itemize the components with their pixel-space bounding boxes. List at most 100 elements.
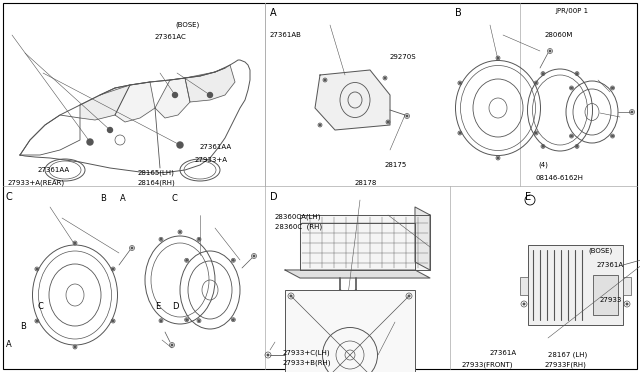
Circle shape [36, 268, 38, 270]
Circle shape [542, 145, 544, 147]
Circle shape [408, 295, 410, 297]
Circle shape [36, 320, 38, 322]
Circle shape [535, 82, 537, 84]
Text: (BOSE): (BOSE) [588, 247, 612, 253]
Circle shape [576, 73, 578, 74]
Circle shape [387, 121, 389, 123]
Bar [300, 223, 415, 270]
Text: 27361A: 27361A [490, 350, 517, 356]
Circle shape [497, 57, 499, 59]
Circle shape [87, 139, 93, 145]
Circle shape [319, 124, 321, 126]
Circle shape [207, 93, 212, 97]
Text: 27933+A(REAR): 27933+A(REAR) [8, 180, 65, 186]
Text: 27933+B(RH): 27933+B(RH) [283, 360, 332, 366]
Bar [593, 275, 618, 315]
Circle shape [160, 238, 162, 240]
Bar [520, 277, 528, 295]
Polygon shape [80, 85, 130, 120]
Text: E: E [525, 192, 531, 202]
Circle shape [612, 135, 613, 137]
Text: 28178: 28178 [355, 180, 378, 186]
Circle shape [576, 145, 578, 147]
Text: B: B [20, 322, 26, 331]
Circle shape [112, 268, 114, 270]
Text: 27933+A: 27933+A [195, 157, 228, 163]
Text: 28167 (LH): 28167 (LH) [548, 352, 588, 359]
Circle shape [74, 346, 76, 348]
Circle shape [459, 132, 461, 134]
Circle shape [198, 238, 200, 240]
Bar [528, 245, 623, 325]
Circle shape [497, 157, 499, 159]
Circle shape [571, 87, 572, 89]
Text: 27361AB: 27361AB [270, 32, 302, 38]
Text: (4): (4) [538, 162, 548, 169]
Text: 27361AA: 27361AA [38, 167, 70, 173]
Text: E: E [155, 302, 160, 311]
Text: D: D [172, 302, 179, 311]
Text: B: B [455, 8, 461, 18]
Text: 27933+C(LH): 27933+C(LH) [283, 350, 331, 356]
Text: 28360C  (RH): 28360C (RH) [275, 224, 322, 231]
Text: B: B [100, 194, 106, 203]
Text: A: A [270, 8, 276, 18]
Bar [285, 290, 415, 372]
Text: 27361AC: 27361AC [155, 34, 187, 40]
Polygon shape [415, 207, 430, 270]
Circle shape [74, 242, 76, 244]
Text: C: C [38, 302, 44, 311]
Circle shape [324, 79, 326, 81]
Text: (BOSE): (BOSE) [175, 22, 199, 29]
Polygon shape [185, 65, 235, 102]
Circle shape [549, 50, 551, 52]
Circle shape [253, 255, 255, 257]
Circle shape [173, 93, 177, 97]
Polygon shape [300, 215, 430, 270]
Circle shape [524, 303, 525, 305]
Circle shape [268, 354, 269, 356]
Text: 27361A: 27361A [597, 262, 624, 268]
Text: D: D [270, 192, 278, 202]
Circle shape [177, 142, 183, 148]
Circle shape [186, 260, 188, 261]
Circle shape [232, 260, 234, 261]
Circle shape [232, 319, 234, 321]
Circle shape [179, 231, 181, 233]
Circle shape [108, 128, 113, 132]
Circle shape [290, 295, 292, 297]
Text: 27933F(RH): 27933F(RH) [545, 362, 587, 369]
Circle shape [160, 320, 162, 321]
Text: JPR/00P 1: JPR/00P 1 [555, 8, 588, 14]
Circle shape [571, 135, 572, 137]
Polygon shape [315, 70, 390, 130]
Circle shape [131, 247, 133, 249]
Text: C: C [172, 194, 178, 203]
Text: 08146-6162H: 08146-6162H [535, 175, 583, 181]
Polygon shape [115, 82, 155, 122]
Circle shape [459, 82, 461, 84]
Circle shape [198, 320, 200, 321]
Circle shape [186, 319, 188, 321]
Text: 28360CA(LH): 28360CA(LH) [275, 214, 321, 221]
Circle shape [626, 303, 628, 305]
Text: 29270S: 29270S [390, 54, 417, 60]
Text: A: A [120, 194, 125, 203]
Text: 27933(FRONT): 27933(FRONT) [462, 362, 513, 369]
Text: C: C [6, 192, 13, 202]
Circle shape [384, 77, 386, 79]
Text: 27361AA: 27361AA [200, 144, 232, 150]
Text: 28165(LH): 28165(LH) [138, 170, 175, 176]
Bar [623, 277, 631, 295]
Polygon shape [285, 270, 430, 278]
Circle shape [535, 132, 537, 134]
Text: 28060M: 28060M [545, 32, 573, 38]
Circle shape [631, 111, 633, 113]
Polygon shape [155, 78, 190, 118]
Circle shape [612, 87, 613, 89]
Text: 28175: 28175 [385, 162, 407, 168]
Circle shape [172, 344, 173, 346]
Circle shape [112, 320, 114, 322]
Circle shape [542, 73, 544, 74]
Circle shape [406, 115, 408, 117]
